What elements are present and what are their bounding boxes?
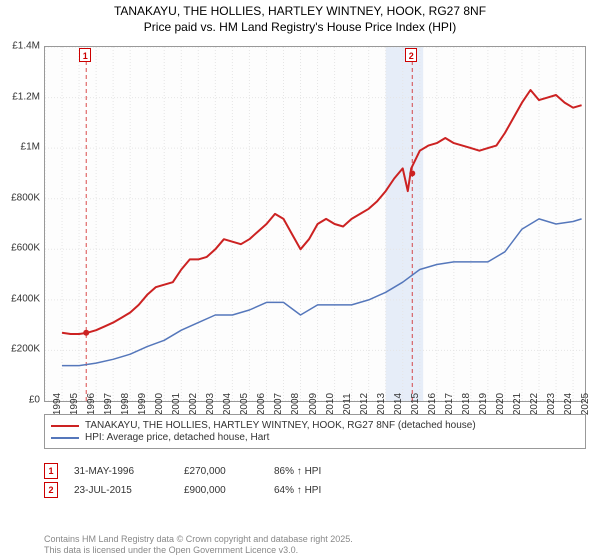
legend-swatch (51, 425, 79, 427)
title-line-2: Price paid vs. HM Land Registry's House … (10, 20, 590, 36)
legend-label: TANAKAYU, THE HOLLIES, HARTLEY WINTNEY, … (85, 420, 476, 431)
chart-container: TANAKAYU, THE HOLLIES, HARTLEY WINTNEY, … (0, 0, 600, 560)
chart-title: TANAKAYU, THE HOLLIES, HARTLEY WINTNEY, … (0, 0, 600, 35)
sale-date: 23-JUL-2015 (74, 485, 184, 496)
sale-price: £270,000 (184, 466, 274, 477)
x-tick-label: 2015 (410, 393, 421, 415)
x-tick-label: 2019 (478, 393, 489, 415)
x-tick-label: 2001 (171, 393, 182, 415)
x-tick-label: 2022 (529, 393, 540, 415)
sale-date: 31-MAY-1996 (74, 466, 184, 477)
legend-swatch (51, 437, 79, 439)
y-tick-label: £1M (21, 142, 40, 153)
legend: TANAKAYU, THE HOLLIES, HARTLEY WINTNEY, … (44, 414, 586, 449)
y-tick-label: £400K (11, 293, 40, 304)
x-tick-label: 2011 (342, 393, 353, 415)
x-tick-label: 1995 (69, 393, 80, 415)
x-tick-label: 2006 (256, 393, 267, 415)
y-tick-label: £1.4M (12, 41, 40, 52)
x-tick-label: 2013 (376, 393, 387, 415)
x-tick-label: 2009 (308, 393, 319, 415)
sale-marker: 2 (405, 48, 417, 62)
x-tick-label: 2007 (273, 393, 284, 415)
sale-row-marker: 2 (44, 482, 58, 498)
sale-pct: 86% ↑ HPI (274, 466, 321, 477)
y-tick-label: £1.2M (12, 91, 40, 102)
sale-row-marker: 1 (44, 463, 58, 479)
title-line-1: TANAKAYU, THE HOLLIES, HARTLEY WINTNEY, … (10, 4, 590, 20)
x-tick-label: 2010 (325, 393, 336, 415)
x-tick-label: 1994 (52, 393, 63, 415)
footer-line-2: This data is licensed under the Open Gov… (44, 545, 353, 556)
legend-label: HPI: Average price, detached house, Hart (85, 432, 269, 443)
legend-item: HPI: Average price, detached house, Hart (51, 432, 579, 443)
x-tick-label: 2024 (563, 393, 574, 415)
x-tick-label: 2016 (427, 393, 438, 415)
x-tick-label: 2002 (188, 393, 199, 415)
x-tick-label: 1998 (120, 393, 131, 415)
y-tick-label: £600K (11, 243, 40, 254)
x-tick-label: 1999 (137, 393, 148, 415)
footer-text: Contains HM Land Registry data © Crown c… (44, 534, 353, 556)
x-tick-label: 2008 (290, 393, 301, 415)
sale-price: £900,000 (184, 485, 274, 496)
sale-marker: 1 (79, 48, 91, 62)
x-tick-label: 2012 (359, 393, 370, 415)
sales-table: 1 31-MAY-1996£270,00086% ↑ HPI 2 23-JUL-201… (44, 460, 586, 501)
chart-svg (45, 47, 585, 401)
x-tick-label: 2004 (222, 393, 233, 415)
y-tick-label: £800K (11, 192, 40, 203)
x-tick-label: 2021 (512, 393, 523, 415)
x-tick-label: 2003 (205, 393, 216, 415)
legend-item: TANAKAYU, THE HOLLIES, HARTLEY WINTNEY, … (51, 420, 579, 431)
y-tick-label: £200K (11, 344, 40, 355)
x-tick-label: 2017 (444, 393, 455, 415)
x-tick-label: 2020 (495, 393, 506, 415)
x-tick-label: 2014 (393, 393, 404, 415)
x-tick-label: 2005 (239, 393, 250, 415)
footer-line-1: Contains HM Land Registry data © Crown c… (44, 534, 353, 545)
x-tick-label: 1996 (86, 393, 97, 415)
x-tick-label: 2000 (154, 393, 165, 415)
x-tick-label: 2025 (580, 393, 591, 415)
plot-area (44, 46, 586, 402)
x-tick-label: 2023 (546, 393, 557, 415)
sale-pct: 64% ↑ HPI (274, 485, 321, 496)
x-tick-label: 1997 (103, 393, 114, 415)
x-tick-label: 2018 (461, 393, 472, 415)
sale-row: 1 31-MAY-1996£270,00086% ↑ HPI (44, 463, 586, 479)
sale-row: 2 23-JUL-2015£900,00064% ↑ HPI (44, 482, 586, 498)
y-tick-label: £0 (29, 395, 40, 406)
